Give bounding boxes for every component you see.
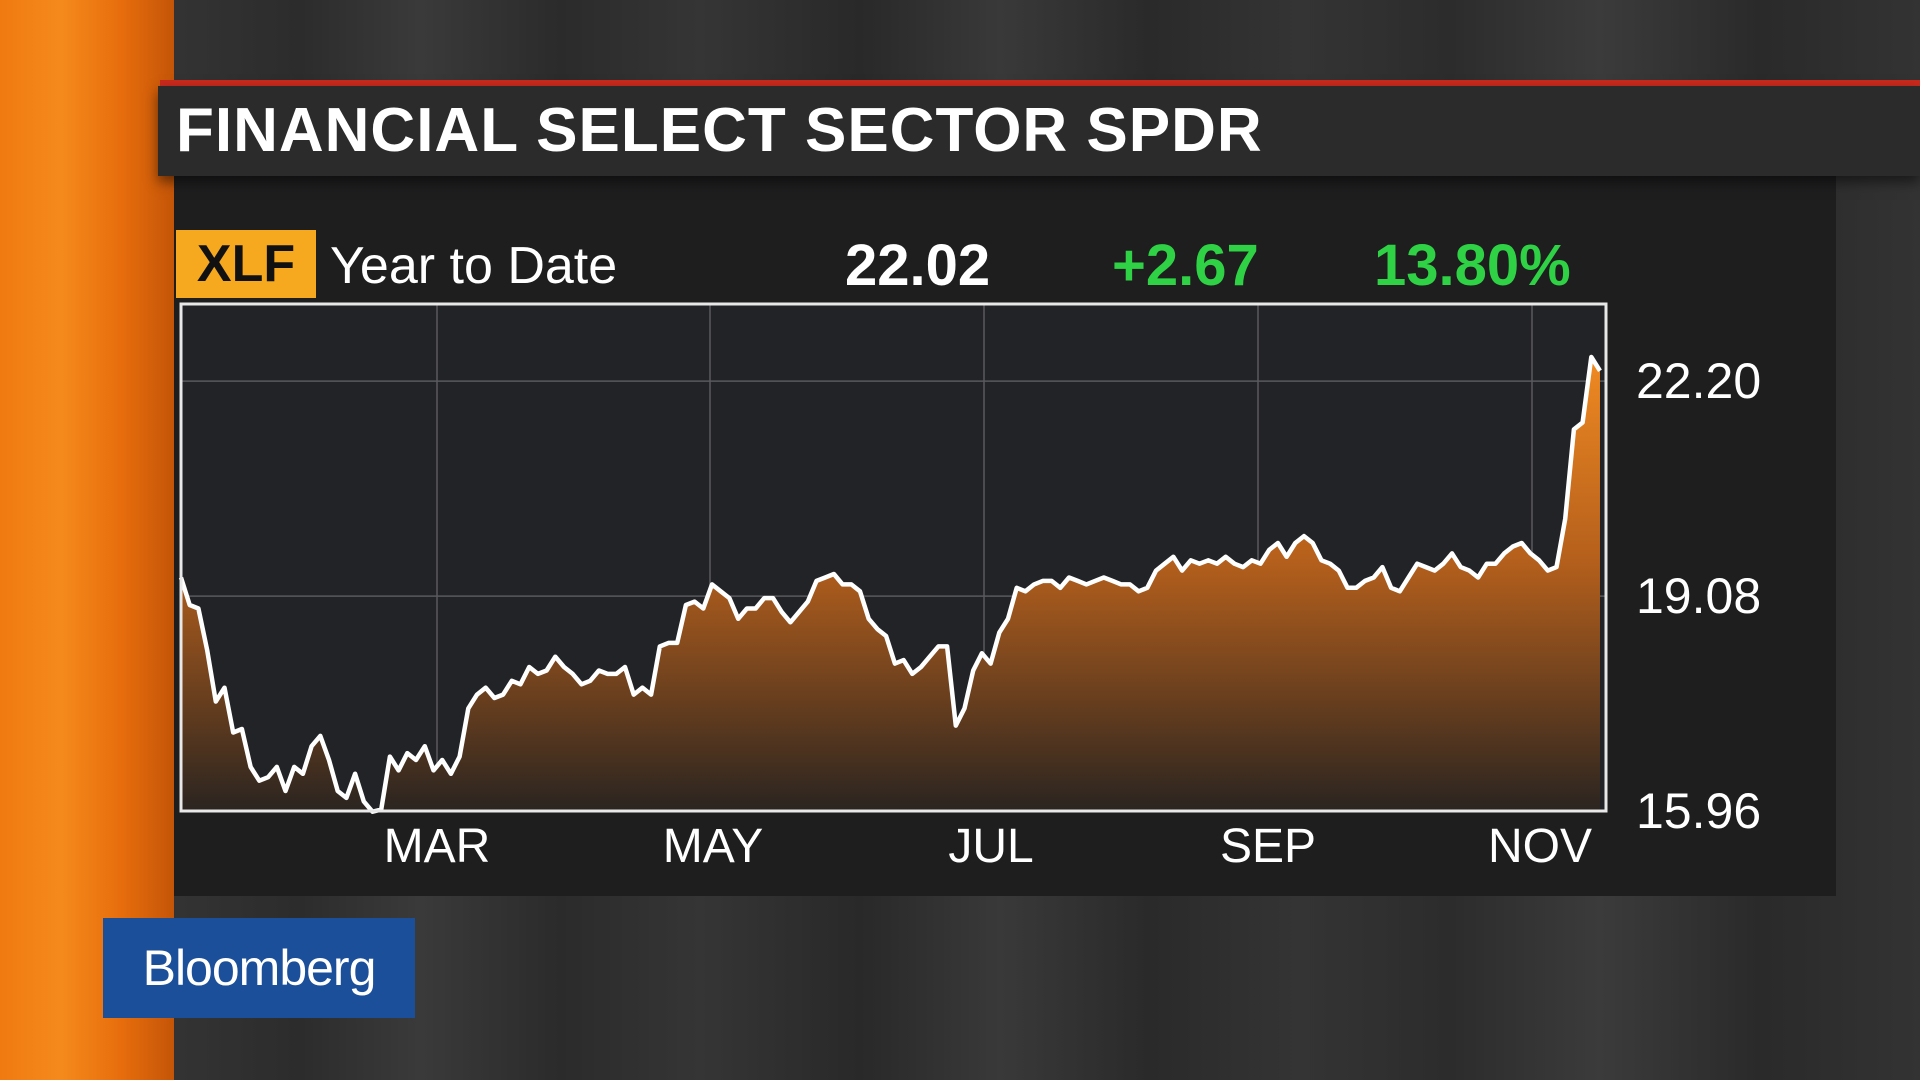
series-line xyxy=(178,354,1602,814)
y-tick-label: 15.96 xyxy=(1636,783,1761,839)
page-title: FINANCIAL SELECT SECTOR SPDR xyxy=(176,96,1263,165)
bloomberg-logo: Bloomberg xyxy=(103,918,415,1018)
x-tick-label: MAR xyxy=(384,820,491,873)
x-tick-label: NOV xyxy=(1488,820,1592,873)
series-area xyxy=(181,357,1600,812)
y-tick-label: 19.08 xyxy=(1636,568,1761,624)
x-tick-label: SEP xyxy=(1220,820,1316,873)
plot-frame xyxy=(179,302,1608,813)
percent-change: 13.80% xyxy=(1374,233,1571,298)
accent-bar xyxy=(0,0,174,1080)
title-band xyxy=(158,86,1920,176)
ticker-badge: XLF xyxy=(176,230,316,298)
period-label: Year to Date xyxy=(330,237,618,295)
x-tick-label: MAY xyxy=(663,820,763,873)
y-tick-label: 22.20 xyxy=(1636,353,1761,409)
last-price: 22.02 xyxy=(845,233,991,298)
price-change: +2.67 xyxy=(1112,233,1259,298)
x-tick-label: JUL xyxy=(948,820,1033,873)
title-rule xyxy=(160,80,1920,86)
